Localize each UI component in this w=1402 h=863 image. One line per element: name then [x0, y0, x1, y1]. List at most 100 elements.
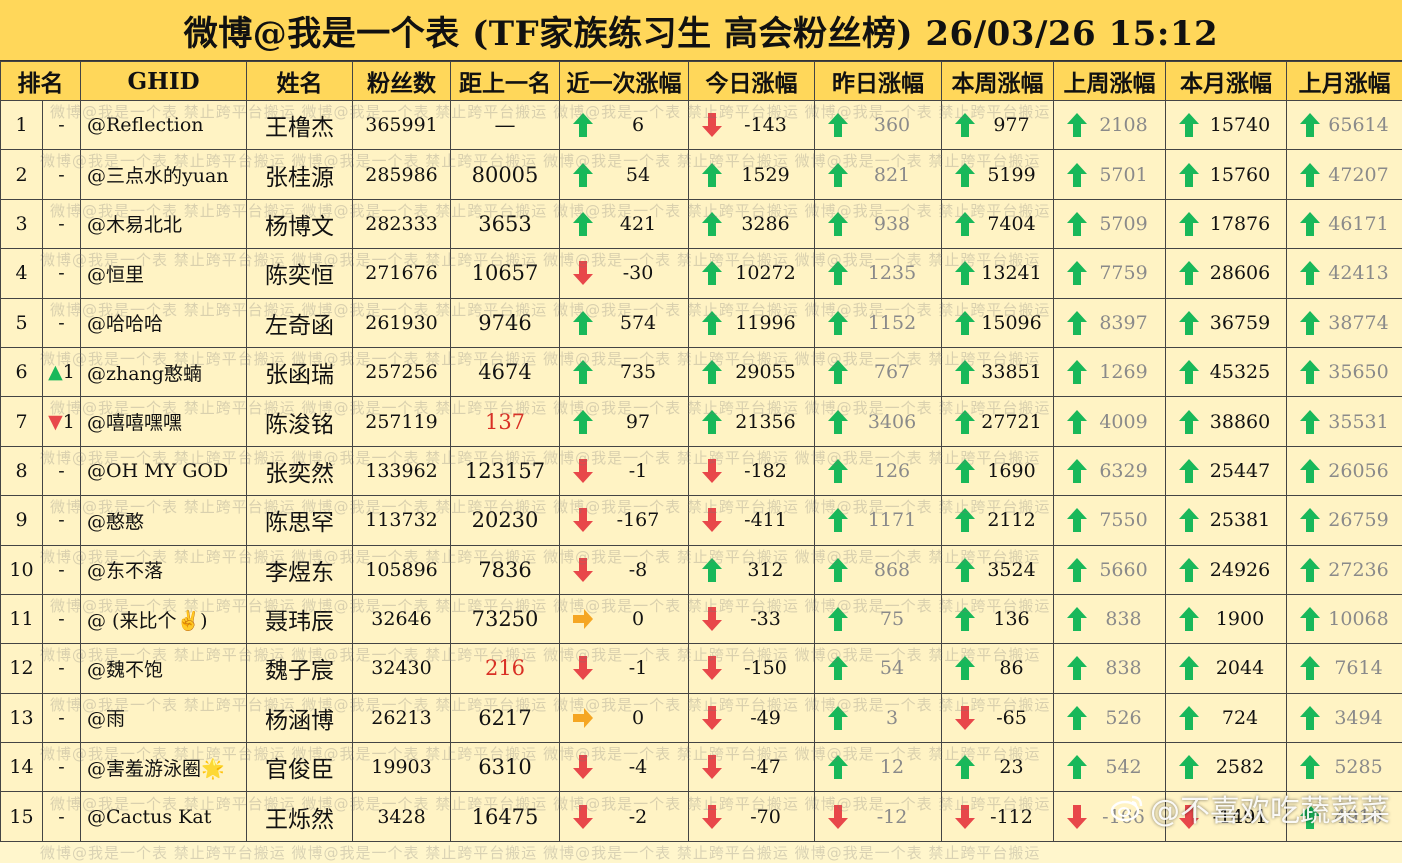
last-week-change-value: 8397	[1088, 312, 1165, 334]
rank-cell: 14	[1, 743, 43, 792]
weibo-logo-icon	[1110, 793, 1144, 823]
week-change-value: 86	[976, 657, 1053, 679]
arrow-up-icon	[1178, 705, 1200, 731]
month-change-value: 25381	[1200, 509, 1286, 531]
today-change-value: 11996	[723, 312, 814, 334]
last-change-value: 0	[594, 608, 688, 630]
week-change-cell: 27721	[942, 397, 1054, 446]
rank-cell: 11	[1, 594, 43, 643]
name-cell: 陈浚铭	[247, 397, 353, 446]
rank-cell: 1	[1, 101, 43, 150]
yesterday-change-cell: 1152	[815, 298, 942, 347]
last-month-change-cell: 26056	[1287, 446, 1402, 495]
rank-cell: 15	[1, 792, 43, 841]
arrow-down-icon	[1066, 804, 1088, 830]
month-change-cell: 24926	[1166, 545, 1287, 594]
yesterday-change-cell: 938	[815, 199, 942, 248]
week-change-value: 7404	[976, 213, 1053, 235]
month-change-cell: 724	[1166, 693, 1287, 742]
yesterday-change-value: 3	[849, 707, 941, 729]
today-change-cell: -70	[689, 792, 815, 841]
last-change-value: -30	[594, 262, 688, 284]
week-change-cell: 2112	[942, 496, 1054, 545]
today-change-cell: -47	[689, 743, 815, 792]
last-week-change-cell: 6329	[1054, 446, 1166, 495]
last-change-cell: -1	[560, 644, 689, 693]
month-change-cell: 25381	[1166, 496, 1287, 545]
last-change-value: -2	[594, 806, 688, 828]
arrow-up-icon	[954, 211, 976, 237]
arrow-up-icon	[827, 606, 849, 632]
last-week-change-value: 5660	[1088, 559, 1165, 581]
month-change-value: 25447	[1200, 460, 1286, 482]
yesterday-change-cell: -12	[815, 792, 942, 841]
month-change-value: 17876	[1200, 213, 1286, 235]
ghid-cell: @ (来比个✌)	[81, 594, 247, 643]
arrow-up-icon	[701, 260, 723, 286]
last-month-change-cell: 35650	[1287, 347, 1402, 396]
month-change-value: 15760	[1200, 164, 1286, 186]
fans-cell: 365991	[353, 101, 451, 150]
today-change-cell: 29055	[689, 347, 815, 396]
arrow-up-icon	[1066, 162, 1088, 188]
arrow-up-icon	[701, 557, 723, 583]
header-gap: 距上一名	[451, 62, 560, 101]
gap-cell: 3653	[451, 199, 560, 248]
today-change-cell: -49	[689, 693, 815, 742]
week-change-cell: 33851	[942, 347, 1054, 396]
yesterday-change-cell: 54	[815, 644, 942, 693]
last-month-change-value: 35650	[1321, 361, 1402, 383]
last-change-cell: -4	[560, 743, 689, 792]
gap-cell: 73250	[451, 594, 560, 643]
arrow-up-icon	[1066, 606, 1088, 632]
gap-cell: 137	[451, 397, 560, 446]
last-month-change-value: 46171	[1321, 213, 1402, 235]
arrow-up-icon	[1066, 655, 1088, 681]
week-change-value: 3524	[976, 559, 1053, 581]
yesterday-change-value: 868	[849, 559, 941, 581]
last-week-change-cell: 838	[1054, 594, 1166, 643]
arrow-up-icon	[1299, 409, 1321, 435]
rank-change-value: -	[58, 460, 64, 482]
arrow-down-icon	[701, 705, 723, 731]
month-change-cell: 15760	[1166, 150, 1287, 199]
fans-cell: 133962	[353, 446, 451, 495]
last-week-change-cell: 2108	[1054, 101, 1166, 150]
week-change-cell: 3524	[942, 545, 1054, 594]
last-change-value: 97	[594, 411, 688, 433]
last-month-change-value: 42413	[1321, 262, 1402, 284]
month-change-cell: 36759	[1166, 298, 1287, 347]
gap-cell: 16475	[451, 792, 560, 841]
last-change-value: 574	[594, 312, 688, 334]
arrow-up-icon	[1066, 557, 1088, 583]
name-cell: 陈思罕	[247, 496, 353, 545]
today-change-value: 10272	[723, 262, 814, 284]
rank-change-cell: -	[43, 693, 81, 742]
arrow-up-icon	[954, 310, 976, 336]
last-week-change-cell: 526	[1054, 693, 1166, 742]
rank-change-value: -	[58, 509, 64, 531]
rank-change-cell: -	[43, 496, 81, 545]
header-last-week-change: 上周涨幅	[1054, 62, 1166, 101]
last-month-change-cell: 3494	[1287, 693, 1402, 742]
rank-cell: 12	[1, 644, 43, 693]
rank-cell: 3	[1, 199, 43, 248]
arrow-up-icon	[1066, 507, 1088, 533]
last-change-value: 6	[594, 114, 688, 136]
arrow-up-icon	[954, 754, 976, 780]
arrow-down-icon	[954, 705, 976, 731]
arrow-down-icon	[701, 606, 723, 632]
week-change-cell: 15096	[942, 298, 1054, 347]
month-change-cell: 28606	[1166, 249, 1287, 298]
arrow-up-icon	[1299, 162, 1321, 188]
arrow-up-icon	[701, 359, 723, 385]
yesterday-change-value: 360	[849, 114, 941, 136]
month-change-value: 2582	[1200, 756, 1286, 778]
last-month-change-value: 10068	[1321, 608, 1402, 630]
fans-cell: 32430	[353, 644, 451, 693]
arrow-up-icon	[1066, 112, 1088, 138]
arrow-up-icon	[1178, 310, 1200, 336]
yesterday-change-cell: 360	[815, 101, 942, 150]
